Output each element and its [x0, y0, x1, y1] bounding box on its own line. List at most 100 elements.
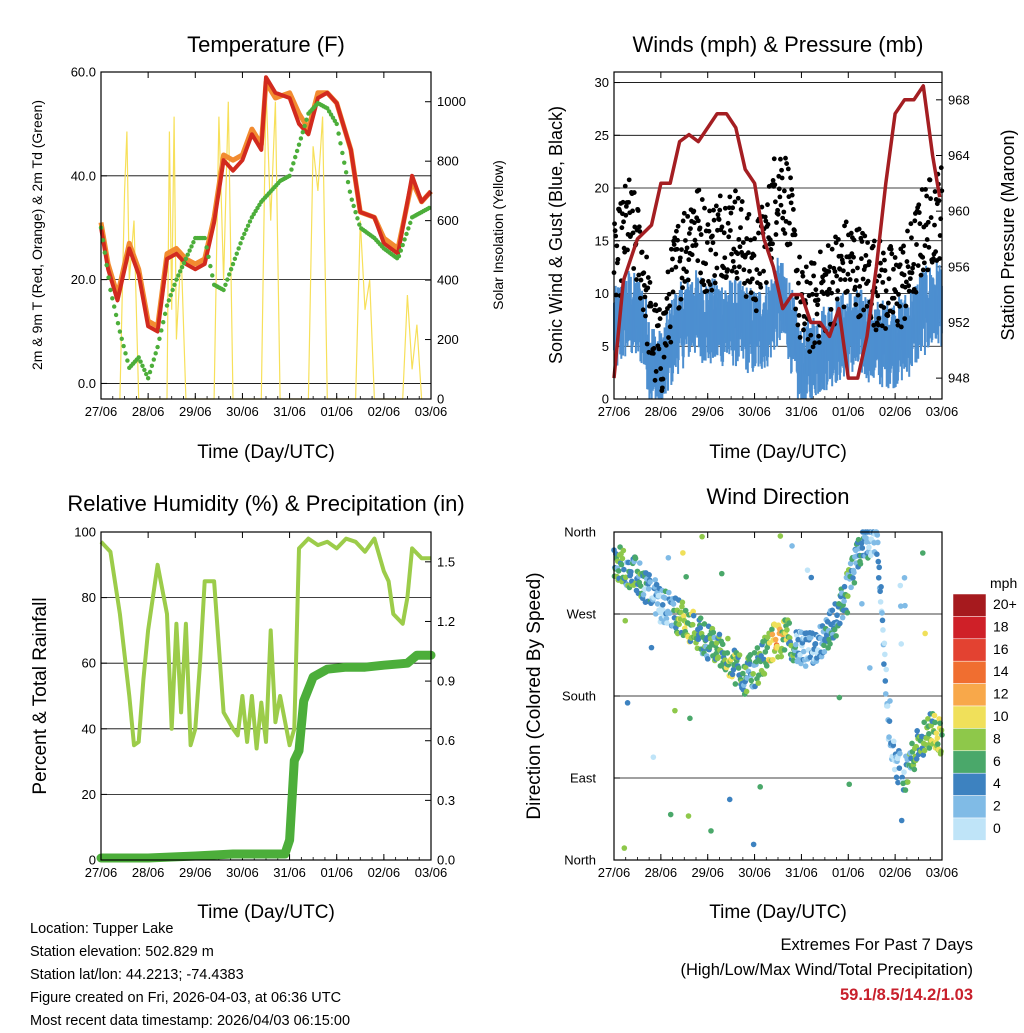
gust-point	[838, 277, 844, 282]
gust-point	[827, 264, 833, 270]
dewpoint-point	[144, 371, 149, 377]
solar-insolation-line	[119, 86, 423, 400]
gust-point	[924, 193, 930, 199]
gust-point	[883, 326, 888, 331]
direction-point	[926, 745, 933, 751]
direction-point	[647, 579, 653, 585]
gust-point	[832, 269, 838, 274]
gust-point	[829, 290, 835, 296]
direction-point	[719, 641, 726, 648]
colorbar-label: 20+	[993, 596, 1017, 612]
gust-point	[734, 270, 739, 275]
direction-point	[754, 645, 761, 651]
dewpoint-point	[147, 369, 153, 375]
direction-point	[788, 642, 794, 649]
gust-point	[826, 286, 832, 292]
speed-colorbar: mph 20+ 18 16 14 12 10 8 6 4 2 0	[952, 575, 1017, 841]
gust-point	[903, 303, 909, 309]
temperature-panel: Temperature (F) 2m & 9m T (Red, Orange) …	[29, 32, 506, 463]
x-tick-label: 02/06	[368, 865, 401, 880]
gust-point	[660, 376, 666, 382]
dewpoint-point	[115, 321, 121, 326]
gust-point	[834, 273, 840, 279]
direction-point	[777, 533, 784, 539]
wind-y-tick-label: 5	[602, 339, 609, 354]
direction-point	[653, 581, 660, 588]
humidity-line	[99, 536, 431, 751]
x-tick-label: 27/06	[85, 865, 118, 880]
gust-point	[796, 280, 801, 286]
x-tick-label: 30/06	[226, 865, 259, 880]
dewpoint-point	[178, 269, 183, 274]
dewpoint-point	[166, 298, 172, 303]
gust-point	[803, 264, 809, 270]
wind-y-tick-label: 25	[595, 128, 609, 143]
dewpoint-point	[340, 150, 345, 156]
gust-point	[680, 218, 686, 224]
gust-point	[759, 204, 765, 210]
gust-point	[828, 306, 834, 312]
dewpoint-point	[336, 131, 341, 136]
gust-point	[736, 264, 742, 270]
dewpoint-point	[345, 179, 351, 185]
gust-point	[925, 267, 931, 273]
x-tick-label: 31/06	[273, 404, 306, 419]
dewpoint-point	[302, 123, 307, 129]
gust-point	[705, 222, 711, 227]
dewpoint-point	[112, 304, 117, 309]
colorbar-swatch	[952, 795, 987, 819]
colorbar-swatch	[952, 593, 987, 617]
x-tick-label: 29/06	[691, 865, 724, 880]
gust-point	[910, 265, 915, 271]
dewpoint-point	[149, 363, 155, 368]
colorbar-label: 6	[993, 753, 1001, 769]
colorbar-swatch	[952, 772, 987, 796]
gust-point	[702, 205, 707, 211]
gust-point	[835, 237, 841, 242]
gust-point	[855, 292, 861, 298]
dewpoint-point	[238, 241, 243, 246]
gust-point	[638, 295, 643, 301]
gust-point	[927, 177, 933, 183]
dewpoint-point	[153, 351, 158, 356]
gust-point	[639, 249, 645, 255]
gust-point	[737, 244, 743, 250]
direction-point	[665, 554, 672, 561]
precip-y2-tick-label: 0.6	[437, 733, 455, 748]
dewpoint-point	[221, 287, 226, 293]
dewpoint-point	[404, 231, 409, 237]
gust-point	[676, 305, 682, 310]
direction-point	[708, 828, 714, 834]
gust-point	[725, 220, 731, 226]
gust-point	[835, 288, 841, 294]
gust-point	[838, 253, 844, 259]
gust-point	[651, 346, 657, 351]
gust-point	[866, 259, 872, 265]
gust-point	[742, 280, 747, 286]
direction-point	[827, 641, 833, 647]
solar-y2-tick-label: 1000	[437, 94, 466, 109]
direction-point	[695, 636, 702, 643]
gust-point	[619, 225, 625, 231]
gust-point	[656, 323, 661, 328]
direction-point	[911, 766, 918, 773]
gust-point	[778, 156, 783, 162]
dewpoint-point	[145, 376, 151, 381]
direction-point	[662, 595, 668, 601]
gust-point	[901, 272, 907, 278]
direction-point	[687, 715, 693, 722]
direction-point	[648, 644, 655, 651]
x-tick-label: 03/06	[926, 865, 959, 880]
gust-point	[844, 288, 850, 294]
gust-point	[679, 247, 684, 252]
dewpoint-point	[110, 296, 115, 301]
gust-point	[795, 322, 801, 328]
gust-point	[862, 233, 868, 239]
gust-point	[878, 260, 883, 266]
gust-point	[909, 270, 915, 276]
colorbar-swatch	[952, 705, 987, 729]
direction-point	[821, 642, 827, 649]
direction-point	[637, 583, 644, 589]
gust-point	[904, 259, 910, 264]
direction-point	[650, 754, 657, 760]
